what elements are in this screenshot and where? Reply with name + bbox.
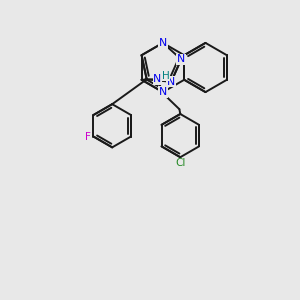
Text: N: N [177, 54, 185, 64]
Text: N: N [159, 87, 167, 97]
Text: F: F [85, 132, 91, 142]
Text: N: N [167, 77, 175, 87]
Text: Cl: Cl [175, 158, 185, 168]
Text: H: H [162, 70, 170, 81]
Text: N: N [159, 38, 167, 48]
Text: N: N [153, 74, 161, 84]
